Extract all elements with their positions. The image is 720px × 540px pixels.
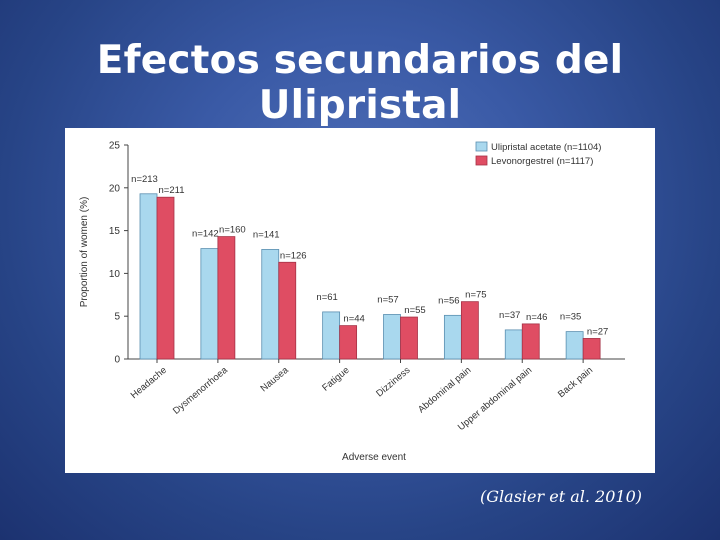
- data-label: n=35: [560, 312, 581, 323]
- y-ticks: 0 5 10 15 20 25: [109, 141, 128, 366]
- bar-ulipristal: [504, 329, 523, 360]
- bar-levonorgestrel: [460, 301, 479, 360]
- bar-ulipristal: [383, 314, 401, 360]
- y-tick-label: 20: [109, 183, 121, 194]
- data-label: n=141: [253, 229, 280, 240]
- data-label: n=211: [159, 185, 185, 196]
- y-tick-label: 0: [114, 355, 120, 366]
- data-label: n=27: [587, 326, 608, 337]
- bar-levonorgestrel: [521, 323, 540, 360]
- y-tick-label: 15: [109, 226, 121, 237]
- y-tick-label: 5: [114, 312, 120, 323]
- data-label: n=46: [526, 312, 547, 323]
- bar-levonorgestrel: [400, 316, 418, 360]
- bar-ulipristal: [139, 193, 158, 360]
- bar-ulipristal: [443, 314, 462, 360]
- bar-ulipristal: [565, 331, 584, 360]
- chart-figure: 0 5 10 15 20 25 n=213 n=211 n=142 n=160 n=141 n=12…: [65, 128, 655, 473]
- legend: Ulipristal acetate (n=1104) Levonorgestr…: [475, 141, 601, 167]
- data-label: n=160: [219, 225, 246, 236]
- legend-swatch-ulipristal: [475, 141, 488, 152]
- category-labels: Headache Dysmenorrhoea Nausea Fatigue Dizzin…: [129, 359, 595, 433]
- data-label: n=44: [343, 314, 364, 325]
- category-label: Nausea: [259, 364, 292, 394]
- bar-levonorgestrel: [278, 261, 297, 360]
- data-label: n=142: [192, 229, 219, 240]
- y-tick-label: 10: [109, 269, 121, 280]
- bars: [139, 193, 601, 360]
- category-label: Headache: [129, 365, 169, 401]
- data-label: n=57: [377, 294, 398, 305]
- legend-swatch-levonorgestrel: [475, 155, 488, 166]
- data-label: n=56: [438, 295, 459, 306]
- category-label: Back pain: [556, 365, 595, 400]
- citation: (Glasier et al. 2010): [480, 487, 642, 506]
- x-axis-label: Adverse event: [342, 452, 406, 463]
- y-tick-label: 25: [109, 141, 121, 152]
- category-label: Dizziness: [374, 365, 412, 400]
- bar-levonorgestrel: [582, 338, 601, 360]
- data-label: n=213: [131, 174, 158, 185]
- category-label: Fatigue: [320, 365, 351, 394]
- bar-levonorgestrel: [156, 196, 175, 360]
- legend-label-ulipristal: Ulipristal acetate (n=1104): [491, 142, 601, 153]
- data-label: n=37: [499, 310, 520, 321]
- bar-ulipristal: [200, 248, 219, 360]
- data-label: n=75: [465, 290, 486, 301]
- category-label: Abdominal pain: [416, 365, 473, 416]
- bar-levonorgestrel: [339, 325, 358, 360]
- y-axis-label: Proportion of women (%): [79, 197, 90, 308]
- bar-levonorgestrel: [217, 236, 236, 360]
- bar-ulipristal: [261, 249, 280, 360]
- data-label: n=61: [316, 292, 337, 303]
- bar-ulipristal: [322, 311, 341, 360]
- slide-title: Efectos secundarios del Ulipristal: [96, 38, 624, 128]
- data-label: n=126: [280, 250, 307, 261]
- legend-label-levonorgestrel: Levonorgestrel (n=1117): [491, 156, 593, 167]
- category-label: Dysmenorrhoea: [171, 364, 230, 416]
- data-label: n=55: [404, 305, 425, 316]
